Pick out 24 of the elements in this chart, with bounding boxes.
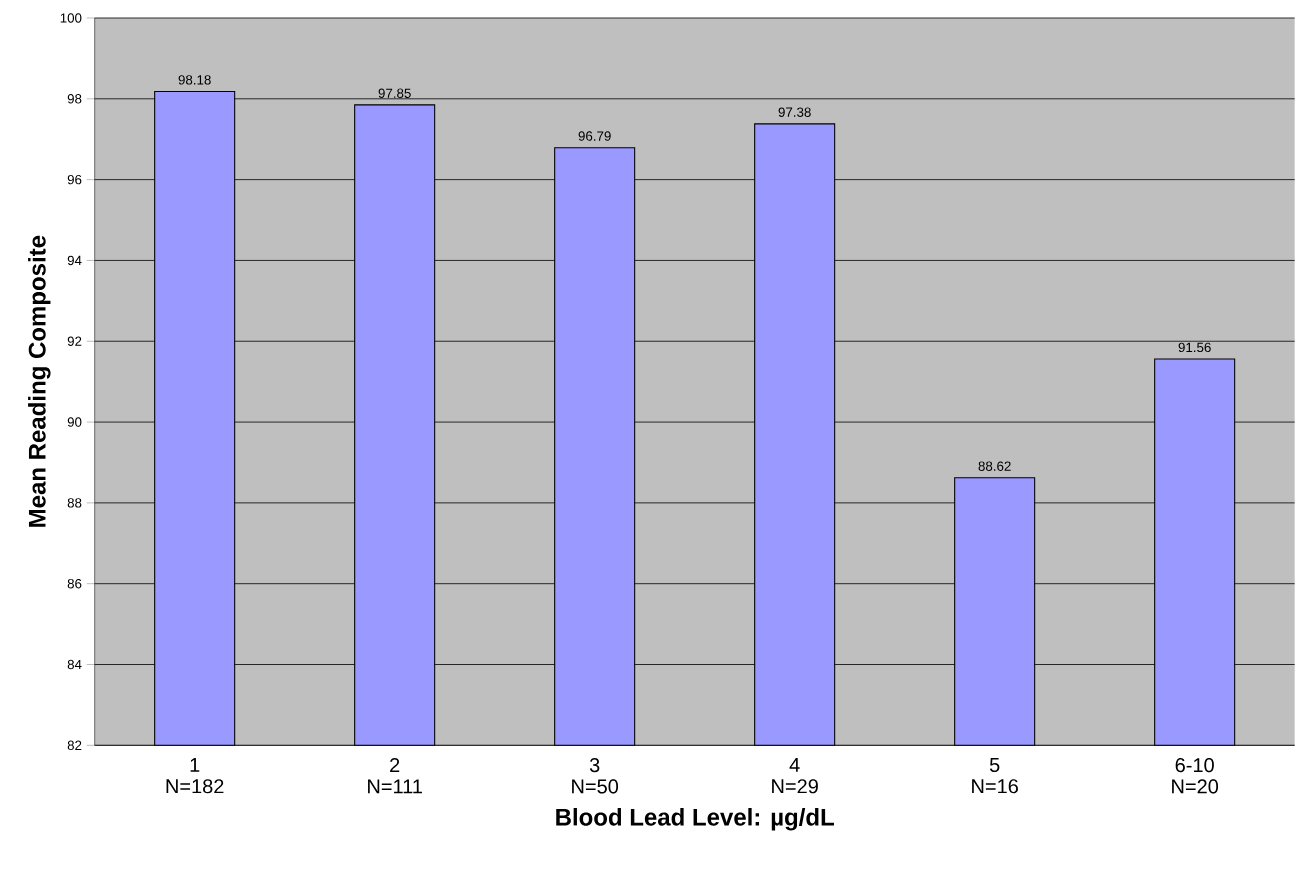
y-tick-label: 100 xyxy=(60,13,82,23)
x-tick-label: 5 N=16 xyxy=(972,758,1018,794)
x-tick-label: 3 N=50 xyxy=(572,758,619,794)
y-tick-label: 84 xyxy=(67,659,82,670)
x-axis-title: Blood Lead Level: µg/dL xyxy=(556,808,834,831)
y-tick-label: 90 xyxy=(67,417,82,427)
x-tick-label: 1 N=182 xyxy=(166,758,224,794)
data-label: 97.38 xyxy=(778,107,811,117)
y-tick-label: 98 xyxy=(67,94,82,104)
y-tick-label: 88 xyxy=(67,498,82,508)
x-tick-label: 4 N=29 xyxy=(772,758,818,794)
y-tick-label: 94 xyxy=(67,255,82,266)
data-label: 98.18 xyxy=(178,75,211,85)
data-label: 97.85 xyxy=(378,88,411,98)
y-tick-label: 86 xyxy=(67,578,82,589)
y-tick-label: 96 xyxy=(67,174,82,185)
y-axis-title: Mean Reading Composite xyxy=(28,235,51,527)
data-label: 96.79 xyxy=(578,131,611,141)
x-tick-label: 2 N=111 xyxy=(368,758,422,794)
data-label: 91.56 xyxy=(1178,342,1211,353)
y-tick-label: 92 xyxy=(67,336,82,346)
y-tick-label: 82 xyxy=(67,740,82,751)
data-label: 88.62 xyxy=(978,461,1011,471)
x-tick-label: 6-10 N=20 xyxy=(1172,758,1219,794)
